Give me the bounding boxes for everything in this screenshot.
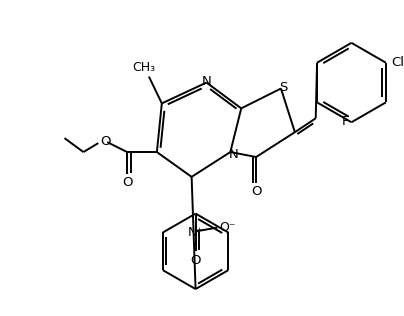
Text: S: S <box>279 81 287 94</box>
Text: O: O <box>190 254 201 267</box>
Text: CH₃: CH₃ <box>133 61 156 74</box>
Text: O⁻: O⁻ <box>219 221 236 234</box>
Text: O: O <box>122 176 133 189</box>
Text: N: N <box>228 148 238 161</box>
Text: Cl: Cl <box>391 56 404 69</box>
Text: N⁺: N⁺ <box>187 226 204 239</box>
Text: O: O <box>251 185 261 198</box>
Text: O: O <box>100 135 110 148</box>
Text: N: N <box>202 75 211 88</box>
Text: F: F <box>342 115 349 128</box>
